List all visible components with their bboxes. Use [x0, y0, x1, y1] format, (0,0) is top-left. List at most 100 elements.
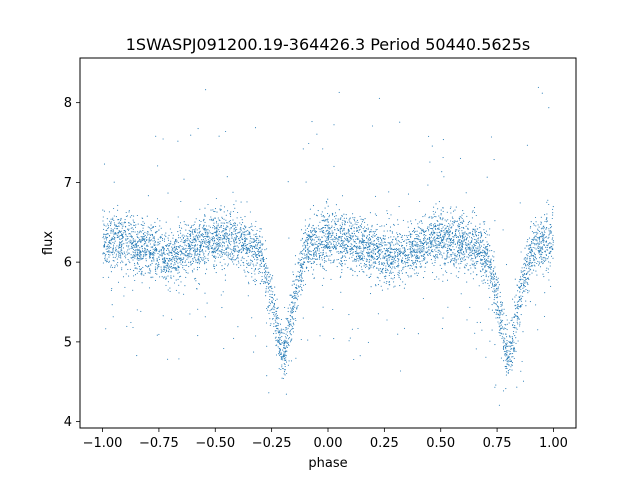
data-point	[191, 270, 193, 272]
data-point	[133, 270, 135, 272]
data-point	[333, 165, 335, 167]
data-point	[173, 282, 176, 284]
data-point	[141, 274, 143, 276]
data-point	[265, 281, 267, 283]
data-point	[302, 280, 305, 282]
data-point	[446, 254, 448, 256]
data-point	[227, 254, 230, 256]
data-point	[278, 338, 280, 340]
data-point	[384, 253, 386, 255]
data-point	[165, 284, 167, 286]
data-point	[285, 393, 287, 395]
data-point	[217, 253, 219, 255]
data-point	[134, 253, 136, 255]
data-point	[444, 258, 446, 260]
data-point	[482, 274, 484, 277]
data-point	[338, 252, 340, 255]
data-point	[254, 252, 256, 254]
data-point	[402, 240, 405, 243]
data-point	[509, 335, 511, 337]
data-point	[481, 259, 483, 261]
data-point	[146, 215, 148, 217]
data-point	[339, 276, 341, 278]
data-point	[525, 265, 527, 267]
data-point	[115, 248, 117, 250]
data-point	[362, 239, 364, 241]
data-point	[157, 262, 160, 264]
data-point	[174, 243, 176, 245]
data-point	[448, 235, 450, 237]
data-point	[160, 227, 162, 229]
data-point	[290, 360, 293, 362]
data-point	[313, 233, 315, 236]
data-point	[103, 238, 105, 240]
data-point	[273, 305, 275, 307]
data-point	[335, 215, 337, 217]
data-point	[541, 233, 543, 235]
data-point	[245, 230, 247, 232]
data-point	[368, 267, 370, 269]
data-point	[212, 227, 214, 229]
data-point	[520, 271, 522, 273]
data-point	[230, 240, 232, 243]
data-point	[266, 273, 268, 276]
data-point	[112, 260, 114, 262]
data-point	[492, 276, 494, 278]
data-point	[435, 254, 437, 256]
data-point	[154, 266, 156, 268]
data-point	[380, 237, 382, 239]
data-point	[242, 246, 244, 248]
data-point	[420, 242, 422, 244]
data-point	[133, 275, 135, 277]
data-point	[215, 250, 217, 252]
data-point	[477, 242, 480, 244]
data-point	[105, 239, 108, 241]
data-point	[470, 259, 472, 261]
data-point	[391, 268, 393, 270]
data-point	[357, 238, 359, 240]
data-point	[281, 356, 283, 358]
data-point	[408, 259, 410, 261]
data-point	[512, 333, 515, 335]
data-point	[393, 281, 395, 283]
data-point	[512, 349, 514, 351]
data-point	[230, 255, 232, 257]
data-point	[327, 221, 329, 223]
data-point	[406, 262, 408, 264]
data-point	[438, 228, 440, 231]
data-point	[160, 249, 162, 251]
data-point	[125, 211, 127, 214]
data-point	[244, 245, 246, 247]
data-point	[120, 257, 122, 259]
data-point	[479, 248, 481, 250]
data-point	[461, 214, 463, 216]
data-point	[434, 238, 436, 240]
data-point	[430, 225, 432, 227]
data-point	[254, 269, 256, 271]
data-point	[212, 236, 214, 238]
data-point	[506, 344, 508, 346]
data-point	[420, 241, 422, 243]
data-point	[330, 233, 332, 235]
data-point	[195, 228, 197, 230]
data-point	[519, 325, 521, 327]
data-point	[356, 224, 358, 226]
data-point	[417, 244, 419, 246]
data-point	[499, 310, 501, 312]
data-point	[171, 260, 173, 262]
data-point	[254, 225, 256, 228]
data-point	[191, 254, 193, 256]
data-point	[459, 247, 461, 249]
data-point	[299, 264, 301, 266]
data-point	[455, 255, 457, 257]
data-point	[345, 249, 347, 251]
data-point	[123, 222, 125, 224]
data-point	[318, 242, 320, 244]
data-point	[414, 228, 416, 230]
data-point	[120, 224, 122, 226]
data-point	[341, 225, 343, 228]
data-point	[202, 220, 204, 222]
data-point	[446, 252, 448, 254]
data-point	[225, 214, 227, 216]
data-point	[266, 279, 268, 281]
